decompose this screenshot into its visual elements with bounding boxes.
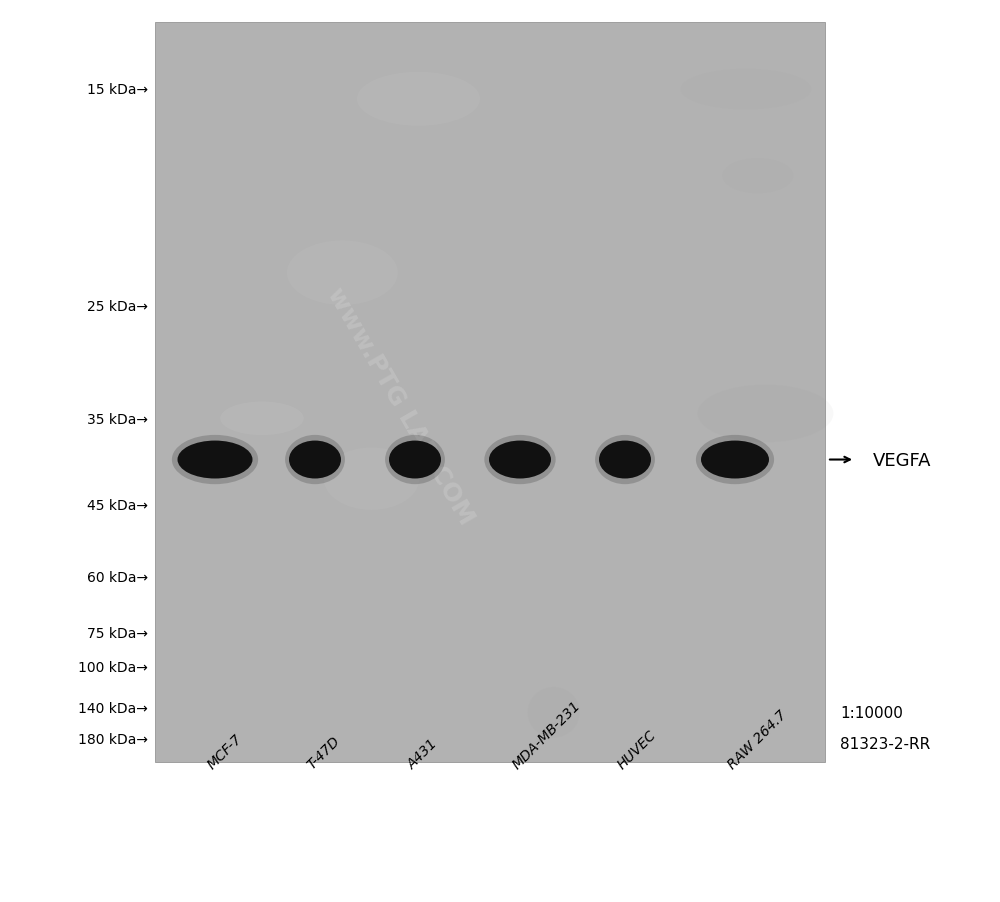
Ellipse shape [389, 441, 441, 479]
Text: 1:10000: 1:10000 [840, 705, 903, 720]
Ellipse shape [697, 385, 833, 443]
Ellipse shape [489, 441, 551, 479]
Ellipse shape [701, 441, 769, 479]
Bar [155, 23, 825, 762]
Ellipse shape [696, 436, 774, 484]
Ellipse shape [599, 441, 651, 479]
Text: 100 kDa→: 100 kDa→ [78, 660, 148, 675]
Text: RAW 264.7: RAW 264.7 [725, 707, 789, 771]
Text: 140 kDa→: 140 kDa→ [78, 701, 148, 715]
Text: www.PTG LAB.COM: www.PTG LAB.COM [322, 283, 478, 529]
Text: 180 kDa→: 180 kDa→ [78, 732, 148, 747]
Text: 60 kDa→: 60 kDa→ [87, 570, 148, 584]
Ellipse shape [178, 441, 252, 479]
Text: A431: A431 [405, 736, 441, 771]
Text: HUVEC: HUVEC [615, 727, 659, 771]
Ellipse shape [289, 441, 341, 479]
Text: 81323-2-RR: 81323-2-RR [840, 737, 930, 751]
Ellipse shape [285, 436, 345, 484]
Text: 45 kDa→: 45 kDa→ [87, 498, 148, 512]
Text: MCF-7: MCF-7 [205, 731, 245, 771]
Text: VEGFA: VEGFA [873, 451, 932, 469]
Ellipse shape [220, 402, 304, 436]
Text: 15 kDa→: 15 kDa→ [87, 83, 148, 97]
Text: 25 kDa→: 25 kDa→ [87, 299, 148, 314]
Ellipse shape [595, 436, 655, 484]
Ellipse shape [385, 436, 445, 484]
Ellipse shape [172, 436, 258, 484]
Ellipse shape [484, 436, 556, 484]
Text: 35 kDa→: 35 kDa→ [87, 412, 148, 427]
Text: T-47D: T-47D [305, 733, 343, 771]
Text: 75 kDa→: 75 kDa→ [87, 626, 148, 640]
Text: MDA-MB-231: MDA-MB-231 [510, 698, 584, 771]
